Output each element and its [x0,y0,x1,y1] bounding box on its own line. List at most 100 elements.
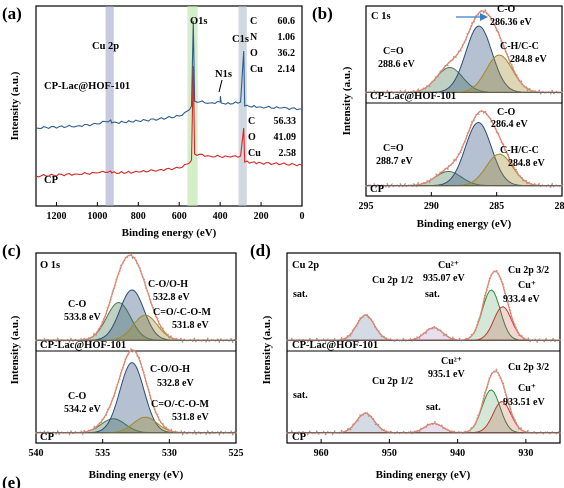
series-cp-lac-hof-101-line [35,20,302,130]
peak-label: Cu 2p 1/2 [372,376,413,387]
x-tick-label: 535 [95,448,110,459]
comp-value: 60.6 [278,16,296,27]
panel-c-sample-top: CP-Lac@HOF-101 [40,340,126,351]
x-tick-label: 200 [254,211,269,222]
x-tick-label: 295 [359,201,374,212]
panel-b-frame [365,5,563,197]
x-tick-label: 525 [229,448,244,459]
peak-label: C=O [383,143,404,154]
panel-b-subplot-top [365,8,563,96]
label-series-cp-lac-hof-101: CP-Lac@HOF-101 [44,81,130,92]
series-cp-line [35,65,303,178]
panel-d-subplot-top [286,268,561,344]
comp-element: N [250,32,258,43]
panel-d-frame [286,252,561,444]
peak-value: 933.51 eV [503,397,545,408]
peak-label: Cu⁺ [518,383,536,394]
comp-value: 2.58 [279,148,297,159]
comp-value: 1.06 [278,32,296,43]
panel-c-bottom-annotations: C-O 534.2 eV C-O/O-H 532.8 eV C=O/-C-O-M… [64,364,209,423]
comp-value: 56.33 [274,116,297,127]
x-tick-label: 0 [300,211,305,222]
panel-c-frame [35,252,237,444]
label-cu2p: Cu 2p [92,41,119,52]
peak-label: C-O [497,107,516,118]
peak-value: 284.8 eV [508,158,545,169]
panel-d-top-annotations: Cu 2p 1/2 sat. sat. Cu²⁺ 935.07 eV Cu 2p… [293,260,549,305]
comp-element: Cu [250,64,263,75]
peak-value: 286.4 eV [491,119,528,130]
panel-c-title: O 1s [40,260,60,271]
label-n1s: N1s [215,69,232,80]
peak-label: C-O/O-H [150,364,190,375]
peak-label: C=O [383,46,404,57]
peak-label: sat. [426,402,441,413]
peak-label: C-O/O-H [148,279,188,290]
peak-label: C-O [68,299,87,310]
raw-data-line [35,347,237,436]
raw-data-line [365,109,563,189]
comp-value: 41.09 [274,132,297,143]
panel-c-xlabel: Binding energy (eV) [89,469,184,481]
peak-label: C-H/C-C [500,41,539,52]
peak-value: 284.8 eV [510,54,547,65]
panel-b-arrow-head [480,13,488,21]
x-tick-label: 600 [172,211,187,222]
peak-label: sat. [293,289,308,300]
comp-element: C [248,116,255,127]
x-tick-label: 1200 [46,211,66,222]
panel-c: (c) O 1s CP-Lac@HOF-101 CP C-O 533.8 eV … [2,241,244,481]
peak-label: C-H/C-C [500,145,539,156]
label-o1s: O1s [190,16,208,27]
panel-b-xlabel: Binding energy (eV) [417,218,512,230]
x-tick-label: 290 [424,201,439,212]
peak-label: C-O [68,391,87,402]
peak-label: Cu 2p 1/2 [372,275,413,286]
panel-d-bottom-annotations: Cu 2p 1/2 sat. sat. Cu²⁺ 935.1 eV Cu 2p … [293,356,549,413]
x-tick-label: 400 [213,211,228,222]
comp-element: C [250,16,257,27]
panel-d-subplot-bottom [286,368,561,436]
panel-d-sample-bottom: CP [292,432,307,443]
peak-value: 532.8 eV [153,292,190,303]
comp-value: 36.2 [278,48,296,59]
peak-value: 531.8 eV [172,320,209,331]
panel-c-tag: (c) [2,241,21,260]
panel-e-tag: (e) [2,473,21,488]
peak-value: 935.07 eV [423,273,465,284]
peak-label: sat. [293,390,308,401]
label-series-cp: CP [44,175,59,186]
comp-element: Cu [248,148,261,159]
panel-d-title: Cu 2p [292,260,319,271]
comp-value: 2.14 [278,64,296,75]
panel-a-frame [35,5,303,207]
panel-a-ylabel: Intensity (a.u.) [9,71,21,140]
panel-b-title: C 1s [371,11,391,22]
x-tick-label: 940 [450,448,465,459]
panel-a-x-ticks: 1200 1000 800 600 400 200 0 [46,202,305,222]
composition-table-cp-lac-hof-101: C 60.6 N 1.06 O 36.2 Cu 2.14 [250,16,295,75]
panel-d-xlabel: Binding energy (eV) [376,469,471,481]
peak-value: 933.4 eV [503,294,540,305]
panel-b-tag: (b) [312,4,333,23]
peak-value: 531.8 eV [172,412,209,423]
panel-b-ylabel: Intensity (a.u.) [341,66,353,135]
panel-b-x-ticks: 295 290 285 280 [359,192,564,212]
peak-label: sat. [425,289,440,300]
peak-value: 534.2 eV [64,404,101,415]
x-tick-label: 540 [29,448,44,459]
peak-value: 533.8 eV [64,312,101,323]
panel-c-x-ticks: 540 535 530 525 [29,439,244,459]
peak-value: 532.8 eV [157,378,194,389]
peak-label: C=O/-C-O-M [151,399,209,410]
panel-b-sample-bottom: CP [370,184,385,195]
panel-d-x-ticks: 960 950 940 930 [314,439,533,459]
panel-c-ylabel: Intensity (a.u.) [9,315,21,384]
peak-label: Cu²⁺ [441,356,462,367]
x-tick-label: 280 [555,201,564,212]
x-tick-label: 950 [382,448,397,459]
panel-a: (a) 1200 1000 800 600 400 200 0 Binding energy… [2,4,305,239]
peak-label: C=O/-C-O-M [153,307,211,318]
panel-c-sample-bottom: CP [40,432,55,443]
x-tick-label: 960 [314,448,329,459]
